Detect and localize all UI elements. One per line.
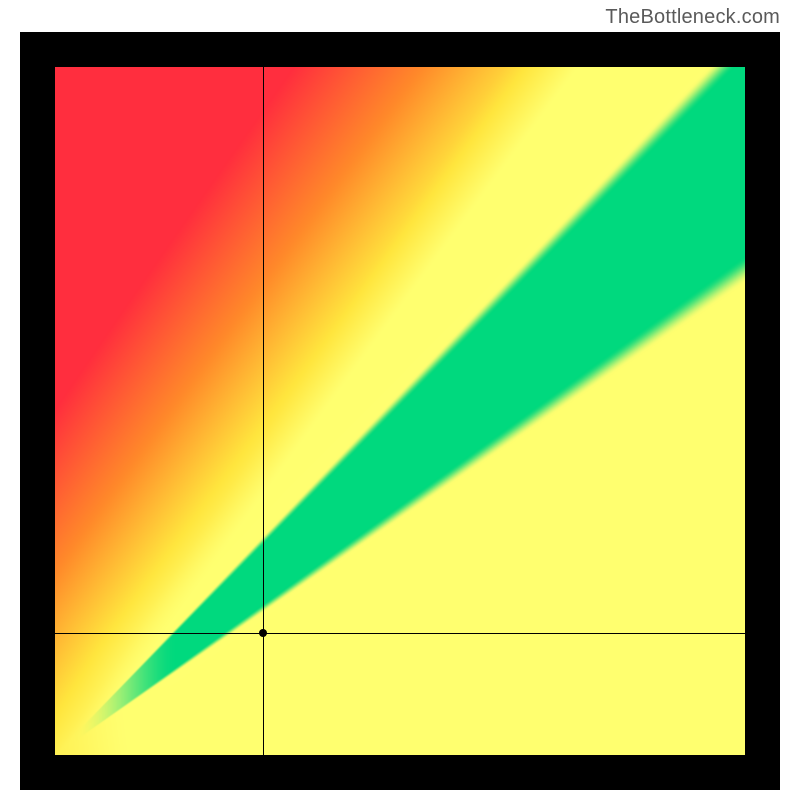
plot-area [55,67,745,755]
watermark-text: TheBottleneck.com [605,6,780,29]
bottleneck-chart-container: TheBottleneck.com [0,0,800,800]
chart-outer-frame [20,32,780,790]
heatmap-canvas [55,67,745,755]
